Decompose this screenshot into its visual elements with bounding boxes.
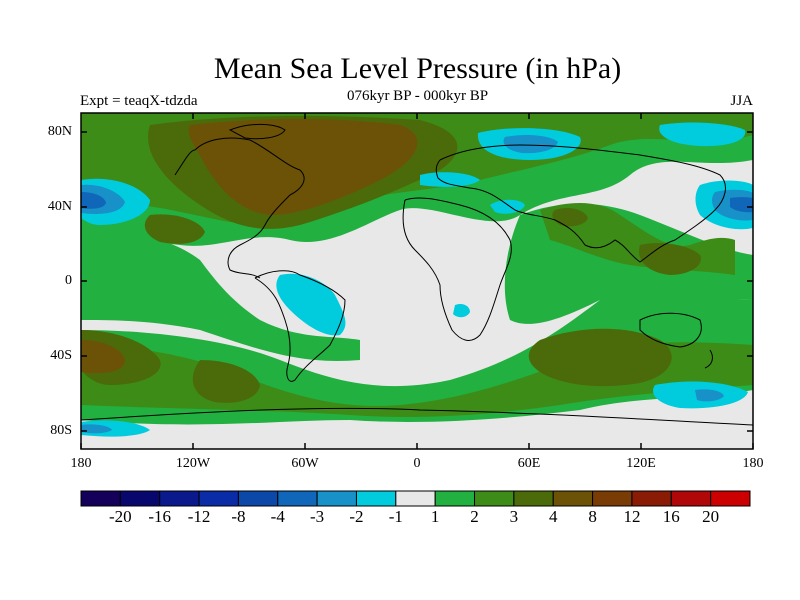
- colorbar-swatch: [670, 490, 712, 507]
- colorbar-tick-label: 1: [430, 507, 440, 526]
- colorbar-swatch: [513, 490, 554, 507]
- colorbar-swatch: [552, 490, 594, 507]
- lat-label-40s: 40S: [50, 348, 72, 363]
- darkblue-region-north-pacific: [81, 192, 106, 209]
- lat-label-80n: 80N: [47, 124, 72, 139]
- colorbar-swatch: [316, 490, 357, 507]
- colorbar-tick-label: -2: [349, 507, 364, 526]
- olive-region-indian-south: [528, 328, 672, 387]
- cyan-region-southern-africa: [453, 303, 470, 318]
- colorbar-swatch: [710, 490, 751, 507]
- colorbar-tick-label: -3: [310, 507, 325, 526]
- colorbar-swatch: [474, 490, 515, 507]
- lon-label-180w: 180: [70, 456, 92, 471]
- olive-region-pacific-north: [144, 214, 205, 244]
- green-region-pacific-east: [81, 236, 360, 361]
- colorbar-tick-label: -12: [187, 507, 211, 526]
- lon-label-120w: 120W: [175, 456, 211, 471]
- colorbar-swatch: [631, 490, 672, 507]
- plot-title: Mean Sea Level Pressure (in hPa): [213, 52, 622, 85]
- brown-region-north-atlantic: [188, 119, 418, 215]
- colorbar-tick-label: -8: [231, 507, 246, 526]
- olive-region-south-atlantic: [192, 360, 260, 403]
- blue-region-southern-ocean: [81, 424, 112, 434]
- cyan-region-arctic-pacific: [659, 122, 746, 147]
- lat-label-40n: 40N: [47, 199, 72, 214]
- coastlines: [81, 123, 753, 426]
- blue-region-arctic-siberia: [503, 134, 558, 154]
- colorbar-swatch: [237, 490, 279, 507]
- colorbar-swatch: [159, 490, 200, 507]
- colorbar: [80, 490, 751, 507]
- colorbar-tick-label: 16: [662, 507, 680, 526]
- cyan-region-mediterranean: [420, 172, 480, 187]
- blue-region-south-pacific: [695, 389, 724, 402]
- colorbar-tick-label: 20: [702, 507, 720, 526]
- lon-label-120e: 120E: [626, 456, 656, 471]
- colorbar-tick-label: -4: [270, 507, 285, 526]
- colorbar-swatch: [277, 490, 318, 507]
- lon-label-60e: 60E: [517, 456, 541, 471]
- colorbar-tick-label: 12: [623, 507, 641, 526]
- lon-label-180e: 180: [742, 456, 764, 471]
- colorbar-swatch: [434, 490, 476, 507]
- lon-ticks: [80, 113, 754, 449]
- colorbar-tick-label: 2: [470, 507, 479, 526]
- colorbar-tick-label: 8: [588, 507, 597, 526]
- lat-ticks: [81, 131, 753, 432]
- period-label: 076kyr BP - 000kyr BP: [346, 88, 489, 104]
- colorbar-swatch: [119, 490, 161, 507]
- lat-label-80s: 80S: [50, 423, 72, 438]
- colorbar-swatch: [198, 490, 239, 507]
- pressure-field: [81, 113, 753, 449]
- experiment-label: Expt = teaqX-tdzda: [80, 93, 198, 109]
- colorbar-tick-label: 3: [509, 507, 519, 526]
- colorbar-tick-label: -20: [109, 507, 132, 526]
- colorbar-tick-label: -16: [148, 507, 172, 526]
- colorbar-swatch: [80, 490, 121, 507]
- colorbar-swatch: [395, 490, 436, 507]
- colorbar-swatch: [592, 490, 633, 507]
- season-label: JJA: [730, 93, 753, 109]
- brown-region-south-pacific: [81, 340, 125, 374]
- colorbar-swatch: [355, 490, 397, 507]
- lat-label-eq: 0: [65, 273, 72, 288]
- lon-label-0: 0: [413, 456, 421, 471]
- colorbar-tick-label: -1: [388, 507, 403, 526]
- colorbar-tick-label: 4: [548, 507, 558, 526]
- olive-region-arabia: [552, 207, 588, 227]
- cyan-region-amazon: [276, 273, 346, 336]
- lon-label-60w: 60W: [291, 456, 319, 471]
- darkblue-region-east-pacific: [730, 197, 753, 213]
